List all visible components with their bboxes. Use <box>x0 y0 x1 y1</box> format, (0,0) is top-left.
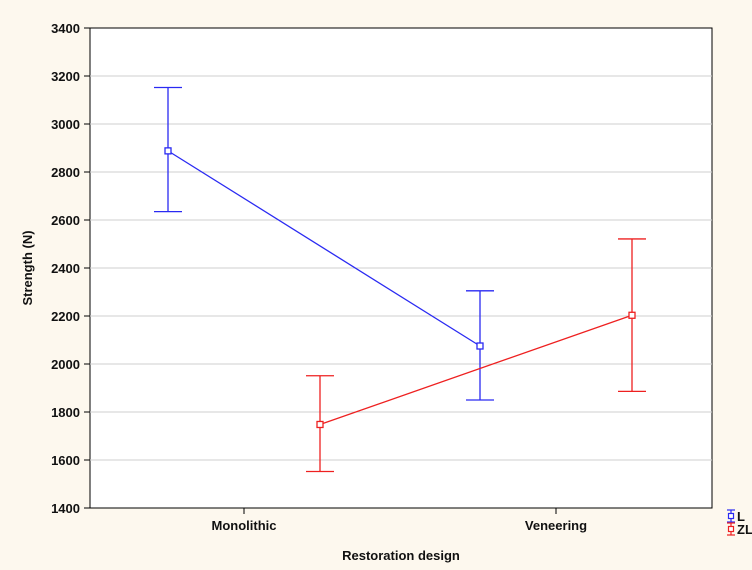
y-tick-label: 2800 <box>51 165 80 180</box>
x-axis-ticks: Monolithic Veneering <box>212 508 587 533</box>
legend-label: ZL <box>737 522 752 537</box>
y-tick-label: 3200 <box>51 69 80 84</box>
data-point <box>316 420 324 429</box>
x-tick-label: Monolithic <box>212 518 277 533</box>
legend-label: L <box>737 509 745 524</box>
data-point <box>476 342 484 350</box>
x-axis-title: Restoration design <box>342 548 460 563</box>
legend-marker <box>727 512 735 520</box>
y-tick-label: 3400 <box>51 21 80 36</box>
y-tick-label: 2200 <box>51 309 80 324</box>
legend-item-l: L <box>727 509 745 524</box>
data-point <box>164 147 172 155</box>
series-l <box>154 86 494 401</box>
series-line <box>319 314 633 426</box>
y-tick-label: 3000 <box>51 117 80 132</box>
data-point <box>628 311 636 319</box>
legend-marker <box>727 525 735 533</box>
series-group <box>154 86 646 473</box>
gridlines <box>90 75 712 461</box>
series-zl <box>306 238 646 473</box>
legend-item-zl: ZL <box>727 522 752 537</box>
x-tick-label: Veneering <box>525 518 587 533</box>
y-tick-label: 1800 <box>51 405 80 420</box>
y-tick-label: 2600 <box>51 213 80 228</box>
y-axis-ticks: 1400 1600 1800 2000 2200 2400 2600 2800 3000 3200… <box>51 21 90 516</box>
y-axis-title: Strength (N) <box>20 230 35 305</box>
series-line <box>167 150 481 347</box>
y-tick-label: 1400 <box>51 501 80 516</box>
y-tick-label: 2400 <box>51 261 80 276</box>
y-tick-label: 2000 <box>51 357 80 372</box>
legend: LZL <box>727 509 752 537</box>
y-tick-label: 1600 <box>51 453 80 468</box>
